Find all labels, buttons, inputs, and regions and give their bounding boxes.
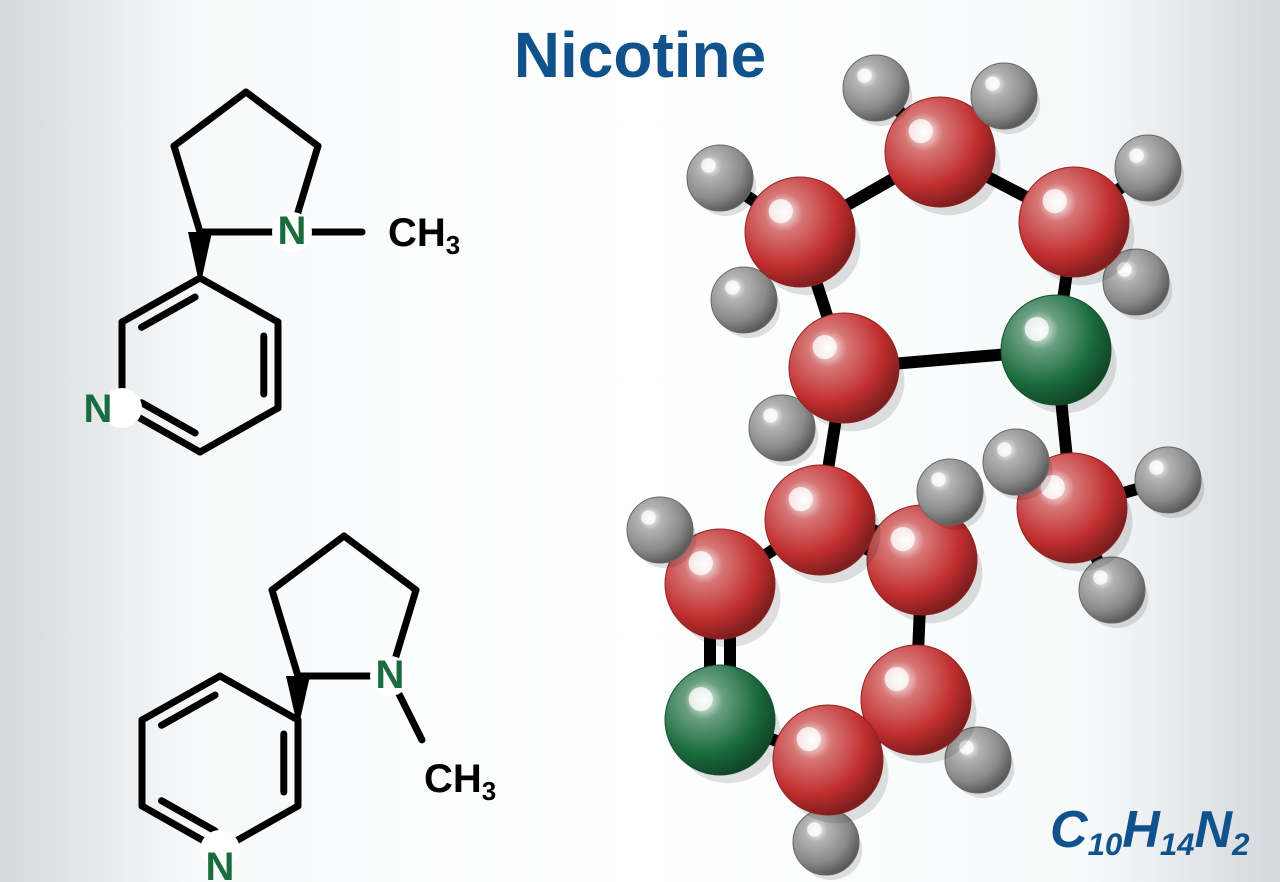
svg-text:N: N — [278, 209, 307, 253]
svg-text:N: N — [84, 387, 113, 431]
atom-h — [711, 267, 777, 333]
atom-c — [789, 313, 899, 423]
atom-h — [687, 145, 753, 211]
atom-h — [917, 459, 983, 525]
atom-h — [983, 429, 1049, 495]
atom-h — [1115, 135, 1181, 201]
title-text: Nicotine — [0, 18, 1280, 92]
molecular-formula: C10H14N2 — [1050, 800, 1249, 863]
atom-c — [773, 705, 883, 815]
atom-n — [665, 665, 775, 775]
nicotine-diagram: CH3NNCH3NN Nicotine C10H14N2 — [0, 0, 1280, 882]
diagram-svg: CH3NNCH3NN — [0, 0, 1280, 882]
atom-h — [1135, 447, 1201, 513]
atom-c — [745, 177, 855, 287]
atom-n — [1001, 295, 1111, 405]
atom-c — [765, 465, 875, 575]
svg-text:N: N — [206, 845, 235, 882]
atom-h — [627, 497, 693, 563]
atom-c — [1019, 167, 1129, 277]
svg-text:N: N — [376, 653, 405, 697]
